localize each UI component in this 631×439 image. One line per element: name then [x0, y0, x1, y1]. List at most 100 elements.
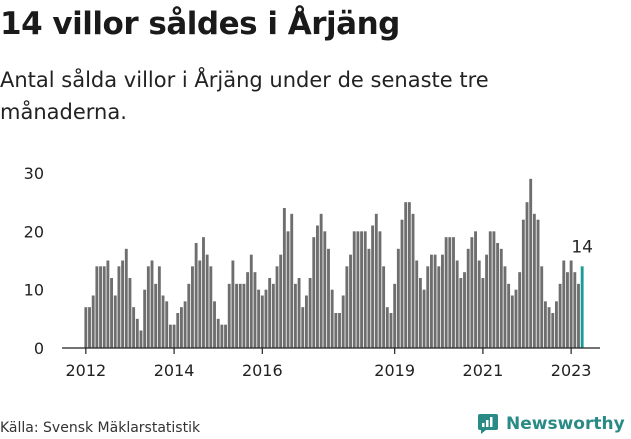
bar [444, 237, 448, 348]
bar [543, 301, 547, 348]
bar [418, 278, 422, 348]
bar [279, 254, 283, 348]
bar [463, 272, 466, 348]
bar [496, 243, 500, 348]
y-tick-label: 0 [34, 339, 44, 358]
bar [194, 243, 198, 348]
bar [330, 289, 334, 348]
bar [231, 260, 235, 348]
newsworthy-logo-icon [478, 414, 498, 434]
bar [437, 266, 441, 348]
bar [551, 313, 555, 348]
bar [154, 283, 158, 348]
x-tick-label: 2012 [65, 361, 106, 380]
bar [323, 231, 327, 348]
bar [422, 289, 426, 348]
bar-latest [580, 266, 584, 348]
bar [455, 260, 459, 348]
bars [84, 178, 584, 348]
bar [99, 266, 102, 348]
bar [554, 301, 558, 348]
bar [404, 202, 408, 348]
bar [529, 178, 533, 348]
bar [260, 295, 264, 348]
bar [378, 231, 382, 348]
bar [91, 295, 95, 348]
bar [481, 278, 485, 348]
bar-chart: 0 10 20 30 2012 2014 2016 2019 2021 2023 14 [24, 164, 600, 380]
bar [308, 278, 312, 348]
bar [470, 237, 474, 348]
bar [448, 237, 452, 348]
bar [106, 260, 110, 348]
bar [352, 231, 356, 348]
bar [216, 318, 220, 348]
bar [209, 266, 213, 348]
bar [205, 254, 209, 348]
bar [168, 324, 172, 348]
bar [389, 313, 393, 348]
bar [117, 266, 121, 348]
bar [187, 283, 191, 348]
bar [525, 202, 529, 348]
bar [198, 260, 202, 348]
bar [407, 202, 411, 348]
bar [312, 237, 316, 348]
bar [275, 266, 279, 348]
bar [510, 295, 514, 348]
annotations: 14 [571, 237, 593, 257]
bar [268, 278, 272, 348]
bar [95, 266, 99, 348]
bar [433, 254, 437, 348]
bar [569, 260, 573, 348]
chart-title: 14 villor såldes i Årjäng [0, 6, 400, 42]
bar [547, 307, 551, 348]
bar [341, 295, 345, 348]
newsworthy-logo[interactable]: Newsworthy [476, 410, 625, 438]
bar [518, 272, 522, 348]
chart-subtitle: Antal sålda villor i Årjäng under de sen… [0, 68, 489, 124]
x-tick-label: 2019 [374, 361, 415, 380]
y-axis: 0 10 20 30 [24, 164, 44, 358]
bar [577, 283, 580, 348]
bar [385, 307, 389, 348]
bar [132, 307, 136, 348]
bar [532, 213, 536, 348]
bar [235, 283, 239, 348]
bar [485, 254, 489, 348]
bar [360, 231, 364, 348]
bar [84, 307, 88, 348]
bar [113, 295, 117, 348]
bar [452, 237, 455, 348]
bar [257, 289, 261, 348]
bar [202, 237, 205, 348]
y-tick-label: 30 [24, 164, 44, 183]
bar [301, 307, 305, 348]
bar [492, 231, 496, 348]
bar [316, 225, 319, 348]
bar [429, 254, 433, 348]
bar [150, 260, 154, 348]
bar [536, 219, 540, 348]
bar [319, 213, 323, 348]
bar [249, 254, 253, 348]
bar [521, 219, 525, 348]
bar [135, 318, 139, 348]
bar [415, 260, 419, 348]
bar [393, 283, 397, 348]
x-tick-label: 2023 [551, 361, 592, 380]
bar [110, 278, 114, 348]
bar [264, 289, 268, 348]
bar [363, 231, 367, 348]
bar [374, 213, 378, 348]
bar [293, 283, 297, 348]
bar [503, 266, 507, 348]
bar [426, 266, 430, 348]
source-note: Källa: Svensk Mäklarstatistik [0, 420, 201, 436]
bar [271, 283, 275, 348]
y-tick-label: 10 [24, 281, 44, 300]
bar [143, 289, 147, 348]
bar [146, 266, 150, 348]
bar [128, 278, 132, 348]
bar [573, 272, 577, 348]
